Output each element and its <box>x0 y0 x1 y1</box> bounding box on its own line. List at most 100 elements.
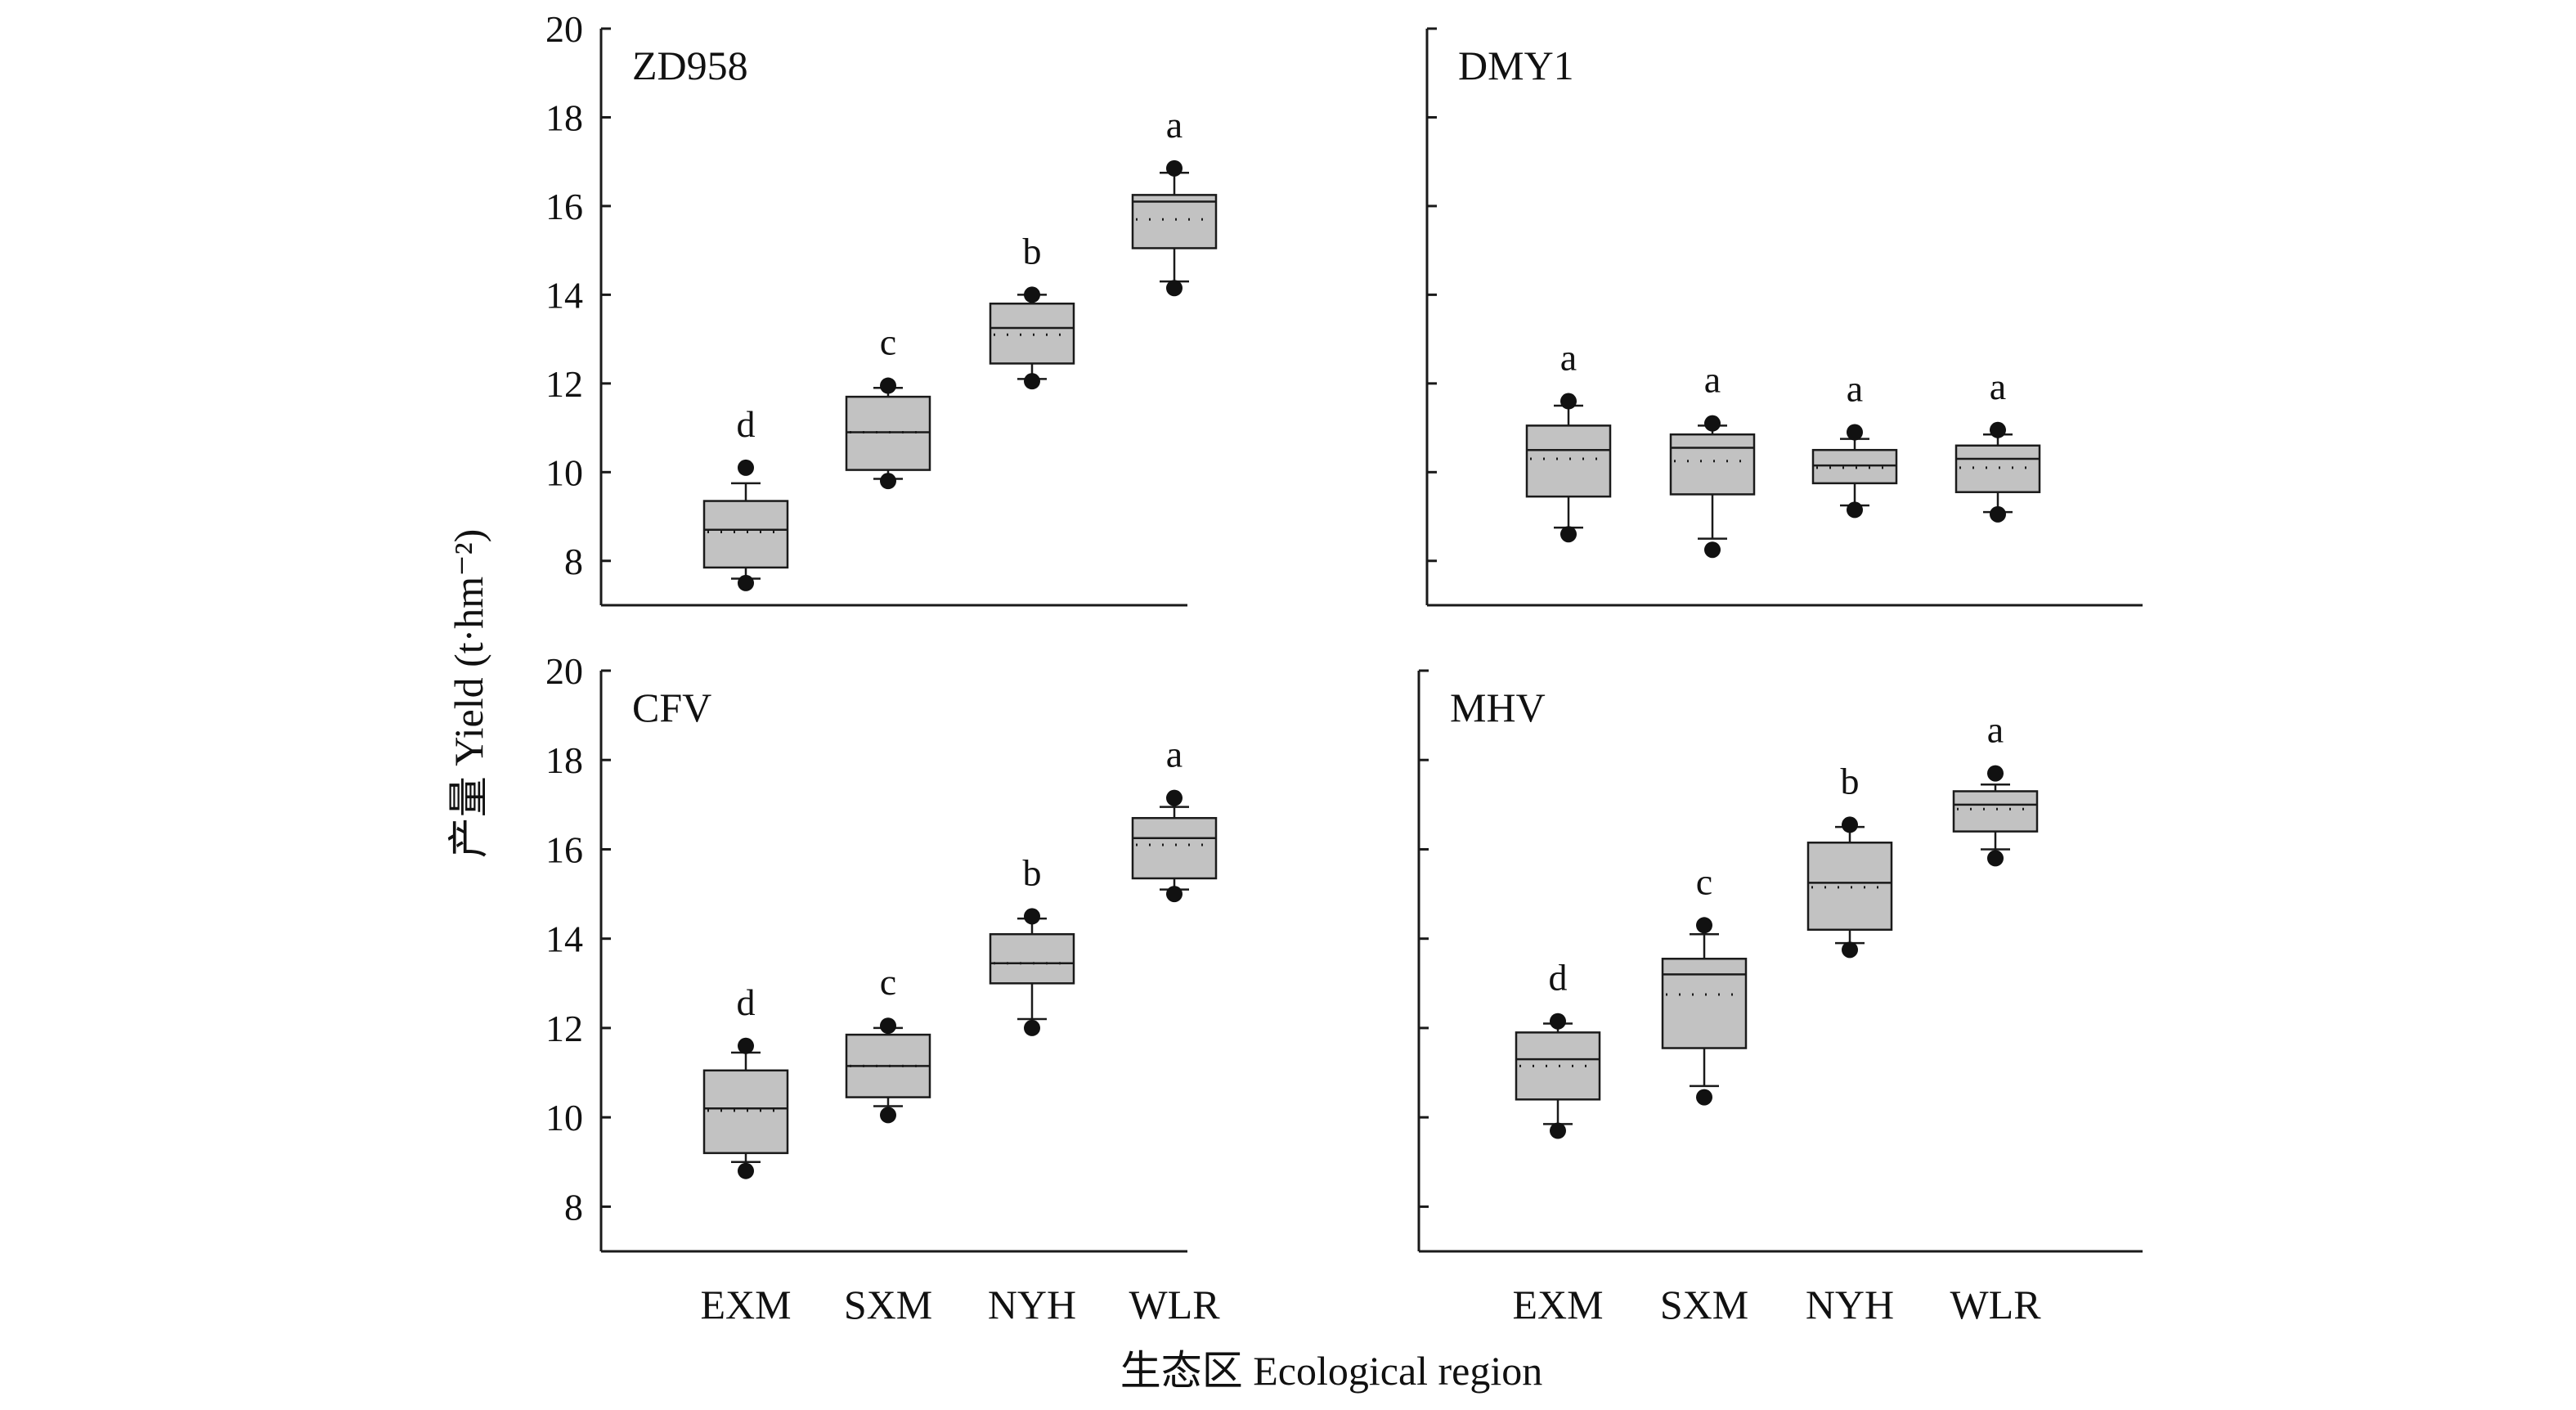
significance-letter: b <box>1023 230 1042 272</box>
outlier-point <box>1990 505 2006 523</box>
box-sxm: c <box>1661 860 1748 1106</box>
box-iqr <box>1515 1031 1601 1101</box>
box-sxm: a <box>1669 359 1756 559</box>
y-axis-title: 产量 Yield (t·hm⁻²) <box>446 529 491 858</box>
box-wlr: a <box>1131 104 1218 297</box>
box-iqr <box>1525 424 1612 498</box>
box-iqr <box>989 932 1075 985</box>
box-iqr <box>1661 958 1748 1049</box>
box-iqr <box>1952 790 2039 833</box>
box-iqr <box>1131 816 1218 880</box>
category-label-exm: EXM <box>1512 1282 1603 1327</box>
box-iqr <box>702 1069 789 1155</box>
y-tick-label: 14 <box>545 274 583 316</box>
outlier-point <box>1550 1122 1566 1139</box>
y-tick-label: 12 <box>545 1008 583 1049</box>
y-tick-label: 10 <box>545 451 583 493</box>
significance-letter: d <box>737 403 756 445</box>
outlier-point <box>1842 941 1858 959</box>
category-label-wlr: WLR <box>1129 1282 1220 1327</box>
outlier-point <box>1696 917 1712 934</box>
outlier-point <box>1166 280 1183 297</box>
significance-letter: a <box>1847 368 1863 410</box>
outlier-point <box>1987 765 2004 782</box>
significance-letter: c <box>880 321 896 363</box>
y-tick-label: 18 <box>545 97 583 138</box>
box-sxm: c <box>845 961 931 1124</box>
box-nyh: b <box>989 851 1075 1036</box>
category-label-exm: EXM <box>700 1282 791 1327</box>
category-label-nyh: NYH <box>988 1282 1076 1327</box>
significance-letter: b <box>1841 760 1860 802</box>
significance-letter: a <box>1166 104 1183 146</box>
box-iqr <box>1669 433 1756 496</box>
outlier-point <box>1550 1013 1566 1030</box>
outlier-point <box>1704 415 1721 432</box>
y-tick-label: 14 <box>545 918 583 960</box>
panel-cfv: 8 10 12 14 16 18 20 CFV d c b a <box>545 650 1218 1253</box>
significance-letter: a <box>1987 709 2004 751</box>
y-tick-label: 10 <box>545 1097 583 1138</box>
y-tick-label: 8 <box>564 1186 583 1228</box>
significance-letter: a <box>1704 359 1721 401</box>
outlier-point <box>1560 526 1577 543</box>
category-label-nyh: NYH <box>1806 1282 1894 1327</box>
outlier-point <box>1024 1019 1040 1036</box>
significance-letter: a <box>1990 366 2006 407</box>
y-tick-label: 20 <box>545 650 583 692</box>
box-iqr <box>1806 842 1893 932</box>
outlier-point <box>738 574 754 591</box>
panel-label: CFV <box>632 685 711 730</box>
outlier-point <box>880 1107 896 1124</box>
significance-letter: d <box>1549 957 1568 999</box>
box-iqr <box>1811 448 1898 485</box>
box-exm: a <box>1525 337 1612 543</box>
box-nyh: b <box>989 230 1075 390</box>
box-sxm: c <box>845 321 931 490</box>
box-iqr <box>845 395 931 471</box>
panels-group: 8 10 12 14 16 18 20 ZD958 d c b a DMY1 a a a a 8 10 12 14 16 1… <box>545 8 2143 1253</box>
panel-label: MHV <box>1450 685 1546 730</box>
outlier-point <box>1847 424 1863 441</box>
panel-label: DMY1 <box>1458 43 1574 88</box>
outlier-point <box>738 459 754 476</box>
x-axis-title: 生态区 Ecological region <box>1120 1348 1543 1394</box>
outlier-point <box>738 1162 754 1179</box>
significance-letter: c <box>880 961 896 1003</box>
category-label-wlr: WLR <box>1950 1282 2041 1327</box>
box-iqr <box>1131 194 1218 249</box>
box-wlr: a <box>1131 734 1218 903</box>
box-wlr: a <box>1952 709 2039 867</box>
box-exm: d <box>702 981 789 1179</box>
box-iqr <box>702 500 789 569</box>
significance-letter: d <box>737 981 756 1023</box>
box-nyh: b <box>1806 760 1893 959</box>
y-tick-label: 12 <box>545 363 583 405</box>
outlier-point <box>1024 373 1040 390</box>
y-tick-label: 20 <box>545 8 583 50</box>
panel-dmy1: DMY1 a a a a <box>1425 27 2143 607</box>
panel-mhv: MHV d c b a <box>1417 669 2143 1253</box>
outlier-point <box>880 1017 896 1035</box>
significance-letter: a <box>1166 734 1183 775</box>
outlier-point <box>1166 886 1183 903</box>
category-label-sxm: SXM <box>844 1282 932 1327</box>
y-tick-label: 16 <box>545 186 583 227</box>
outlier-point <box>1842 816 1858 833</box>
box-wlr: a <box>1954 366 2041 523</box>
significance-letter: b <box>1023 851 1042 893</box>
box-exm: d <box>702 403 789 591</box>
outlier-point <box>1166 159 1183 177</box>
significance-letter: c <box>1696 860 1712 902</box>
outlier-point <box>1166 789 1183 806</box>
outlier-point <box>1696 1089 1712 1106</box>
box-nyh: a <box>1811 368 1898 519</box>
outlier-point <box>1704 541 1721 559</box>
y-tick-label: 8 <box>564 541 583 582</box>
outlier-point <box>1024 908 1040 925</box>
outlier-point <box>1560 393 1577 410</box>
outlier-point <box>1024 286 1040 303</box>
y-tick-label: 18 <box>545 739 583 781</box>
outlier-point <box>1987 850 2004 867</box>
